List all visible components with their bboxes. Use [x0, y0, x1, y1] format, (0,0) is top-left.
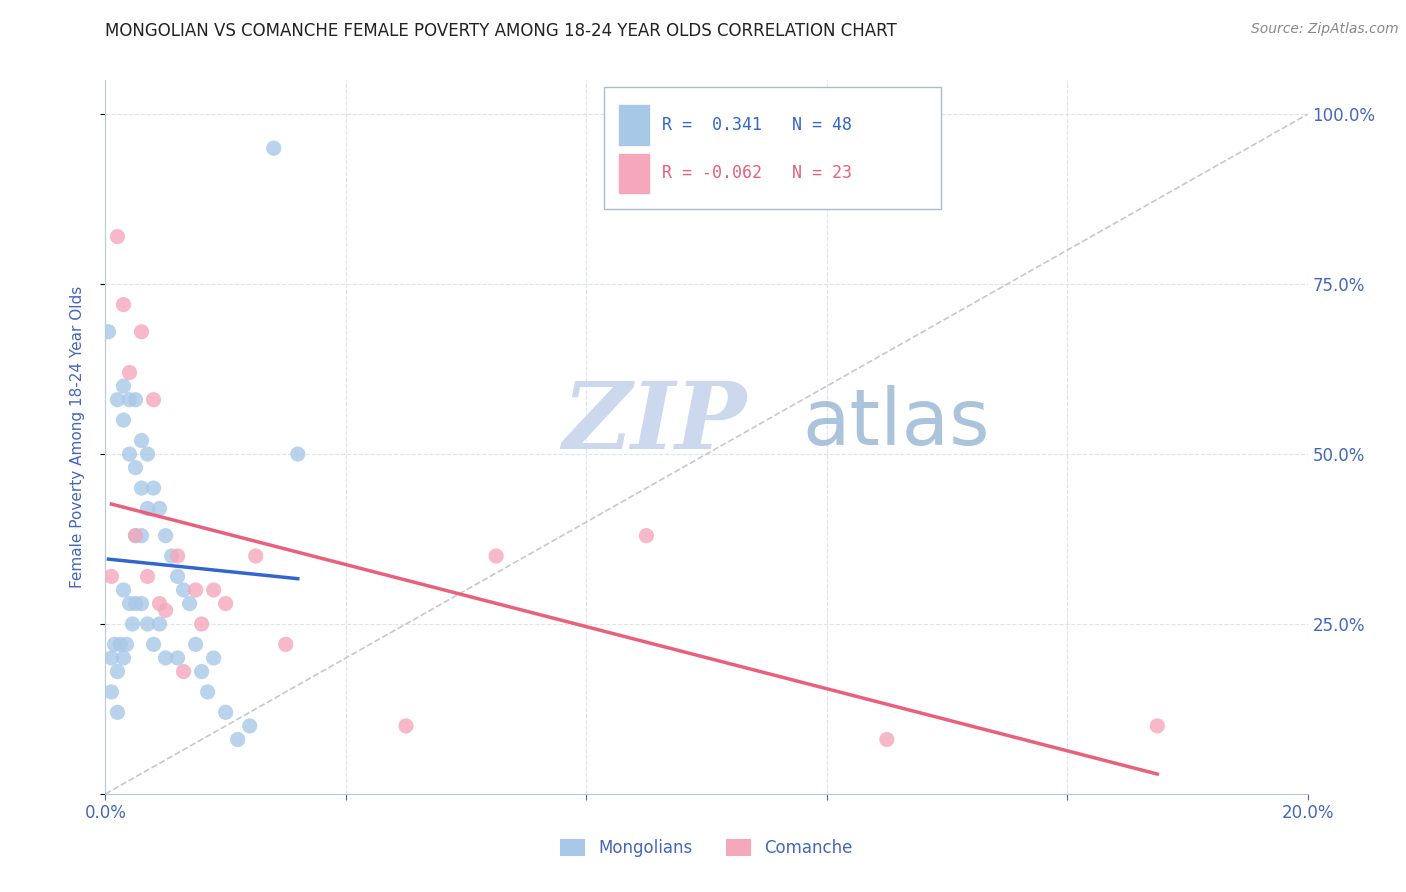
Text: ZIP: ZIP	[562, 378, 747, 467]
Point	[142, 481, 165, 495]
Point	[1146, 719, 1168, 733]
Point	[173, 582, 195, 597]
Point	[197, 685, 219, 699]
Point	[136, 569, 159, 583]
Point	[485, 549, 508, 563]
Text: R =  0.341   N = 48: R = 0.341 N = 48	[662, 116, 852, 134]
Point	[245, 549, 267, 563]
Point	[202, 582, 225, 597]
Text: atlas: atlas	[803, 384, 990, 461]
Point	[636, 528, 658, 542]
Point	[107, 229, 129, 244]
Point	[107, 392, 129, 407]
Point	[136, 501, 159, 516]
Point	[184, 582, 207, 597]
Point	[112, 413, 135, 427]
FancyBboxPatch shape	[605, 87, 941, 209]
FancyBboxPatch shape	[619, 105, 648, 145]
Point	[124, 597, 146, 611]
Point	[118, 597, 141, 611]
Legend: Mongolians, Comanche: Mongolians, Comanche	[554, 832, 859, 864]
Point	[100, 685, 122, 699]
Point	[107, 665, 129, 679]
Point	[131, 481, 153, 495]
Point	[155, 651, 177, 665]
Point	[107, 706, 129, 720]
Point	[124, 528, 146, 542]
Point	[112, 297, 135, 311]
Point	[136, 617, 159, 632]
Point	[110, 637, 132, 651]
Point	[202, 651, 225, 665]
Point	[112, 379, 135, 393]
Point	[131, 325, 153, 339]
Point	[184, 637, 207, 651]
Point	[190, 665, 212, 679]
Point	[395, 719, 418, 733]
Point	[166, 549, 188, 563]
Point	[136, 447, 159, 461]
Point	[155, 603, 177, 617]
Point	[214, 706, 236, 720]
Point	[124, 528, 146, 542]
Point	[100, 569, 122, 583]
Point	[142, 392, 165, 407]
Point	[131, 528, 153, 542]
Point	[148, 617, 170, 632]
Point	[115, 637, 138, 651]
FancyBboxPatch shape	[619, 153, 648, 193]
Point	[118, 447, 141, 461]
Point	[97, 325, 120, 339]
Point	[190, 617, 212, 632]
Point	[214, 597, 236, 611]
Point	[131, 434, 153, 448]
Point	[226, 732, 249, 747]
Point	[148, 501, 170, 516]
Point	[131, 597, 153, 611]
Point	[155, 528, 177, 542]
Point	[179, 597, 201, 611]
Point	[166, 569, 188, 583]
Point	[103, 637, 125, 651]
Point	[166, 651, 188, 665]
Point	[263, 141, 285, 155]
Point	[287, 447, 309, 461]
Y-axis label: Female Poverty Among 18-24 Year Olds: Female Poverty Among 18-24 Year Olds	[70, 286, 84, 588]
Point	[100, 651, 122, 665]
Point	[274, 637, 297, 651]
Point	[148, 597, 170, 611]
Point	[124, 460, 146, 475]
Point	[173, 665, 195, 679]
Point	[118, 392, 141, 407]
Point	[239, 719, 262, 733]
Point	[118, 366, 141, 380]
Point	[876, 732, 898, 747]
Text: R = -0.062   N = 23: R = -0.062 N = 23	[662, 164, 852, 182]
Point	[112, 651, 135, 665]
Point	[124, 392, 146, 407]
Point	[121, 617, 143, 632]
Text: Source: ZipAtlas.com: Source: ZipAtlas.com	[1251, 22, 1399, 37]
Point	[112, 582, 135, 597]
Point	[160, 549, 183, 563]
Text: MONGOLIAN VS COMANCHE FEMALE POVERTY AMONG 18-24 YEAR OLDS CORRELATION CHART: MONGOLIAN VS COMANCHE FEMALE POVERTY AMO…	[105, 22, 897, 40]
Point	[142, 637, 165, 651]
